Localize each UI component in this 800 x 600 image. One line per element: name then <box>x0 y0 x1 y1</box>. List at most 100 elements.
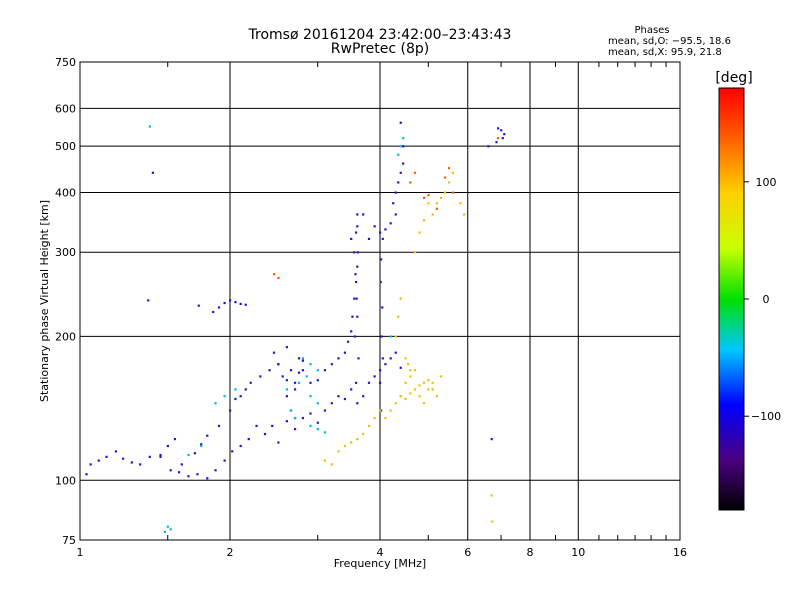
data-point <box>431 388 434 391</box>
y-axis-ticks: 75 100 200 300 400 500 600 750 <box>55 56 76 547</box>
data-point <box>337 450 340 453</box>
data-point <box>427 194 430 197</box>
data-point <box>384 228 387 231</box>
colorbar-tick-label: 100 <box>756 176 777 189</box>
data-point <box>234 397 237 401</box>
data-point <box>330 402 333 405</box>
data-point <box>447 181 451 184</box>
x-tick-label: 2 <box>227 546 234 559</box>
data-point <box>394 191 397 194</box>
data-point <box>418 384 421 387</box>
data-point <box>255 424 258 428</box>
data-point <box>402 145 405 148</box>
data-point <box>343 444 347 448</box>
data-point <box>268 369 271 372</box>
data-point <box>323 431 327 434</box>
data-point <box>277 363 280 366</box>
data-point <box>206 477 209 480</box>
data-point <box>229 409 232 412</box>
data-point <box>217 306 221 309</box>
data-point <box>234 301 237 304</box>
data-point <box>380 258 383 261</box>
data-point <box>187 475 190 478</box>
data-point <box>373 225 376 228</box>
data-point <box>490 494 493 497</box>
data-point <box>392 202 395 205</box>
data-point <box>89 463 92 466</box>
data-point <box>350 388 353 391</box>
data-point <box>337 357 340 360</box>
data-point <box>316 379 319 382</box>
data-point <box>239 302 242 305</box>
data-point <box>323 409 327 412</box>
data-point <box>389 335 392 338</box>
data-point <box>350 441 353 444</box>
data-point <box>293 416 297 420</box>
data-point <box>399 366 402 369</box>
data-point <box>496 127 500 130</box>
data-point <box>297 357 301 360</box>
data-point <box>234 388 237 391</box>
y-tick-label: 75 <box>62 534 76 547</box>
data-point <box>173 437 177 441</box>
colorbar-ticks: 100 0 −100 <box>744 176 781 423</box>
data-point <box>330 463 333 466</box>
data-point <box>337 395 340 398</box>
data-point <box>301 369 305 372</box>
y-tick-label: 300 <box>55 246 76 259</box>
grid-lines <box>80 62 680 540</box>
data-point <box>381 306 384 309</box>
y-tick-label: 100 <box>55 474 76 487</box>
data-point <box>399 395 402 398</box>
data-point <box>354 280 358 284</box>
y-tick-label: 500 <box>55 140 76 153</box>
data-point <box>379 280 382 284</box>
data-point <box>289 409 293 412</box>
data-point <box>451 171 455 174</box>
data-point <box>305 375 308 378</box>
data-point <box>413 171 417 174</box>
data-point <box>496 137 500 140</box>
data-point <box>200 443 203 446</box>
data-point <box>200 444 203 448</box>
data-point <box>353 297 356 300</box>
data-point <box>272 273 276 276</box>
data-point <box>413 369 417 372</box>
data-point <box>351 315 354 318</box>
data-point <box>431 213 434 216</box>
data-point <box>105 455 108 458</box>
data-point <box>495 141 498 144</box>
data-point <box>285 346 288 349</box>
data-point <box>281 375 284 378</box>
data-points <box>85 121 506 534</box>
data-point <box>330 363 333 366</box>
data-point <box>151 171 155 174</box>
y-tick-label: 400 <box>55 186 76 199</box>
data-point <box>404 397 407 401</box>
data-point <box>404 381 407 384</box>
data-point <box>362 213 365 216</box>
colorbar <box>718 87 745 511</box>
data-point <box>271 424 274 428</box>
data-point <box>389 409 392 412</box>
data-point <box>355 297 358 300</box>
data-point <box>439 196 443 199</box>
data-point <box>443 176 447 179</box>
data-point <box>223 395 226 398</box>
data-point <box>357 357 360 360</box>
data-point <box>217 424 221 428</box>
data-point <box>384 416 387 420</box>
x-tick-label: 10 <box>571 546 585 559</box>
y-tick-label: 200 <box>55 330 76 343</box>
x-axis-label: Frequency [MHz] <box>334 557 426 570</box>
data-point <box>247 437 250 441</box>
data-point <box>427 202 430 205</box>
data-point <box>394 335 397 338</box>
data-point <box>212 310 215 314</box>
data-point <box>316 369 319 372</box>
data-point <box>97 459 100 462</box>
data-point <box>277 276 280 280</box>
x-tick-label: 6 <box>464 546 471 559</box>
data-point <box>367 381 371 384</box>
